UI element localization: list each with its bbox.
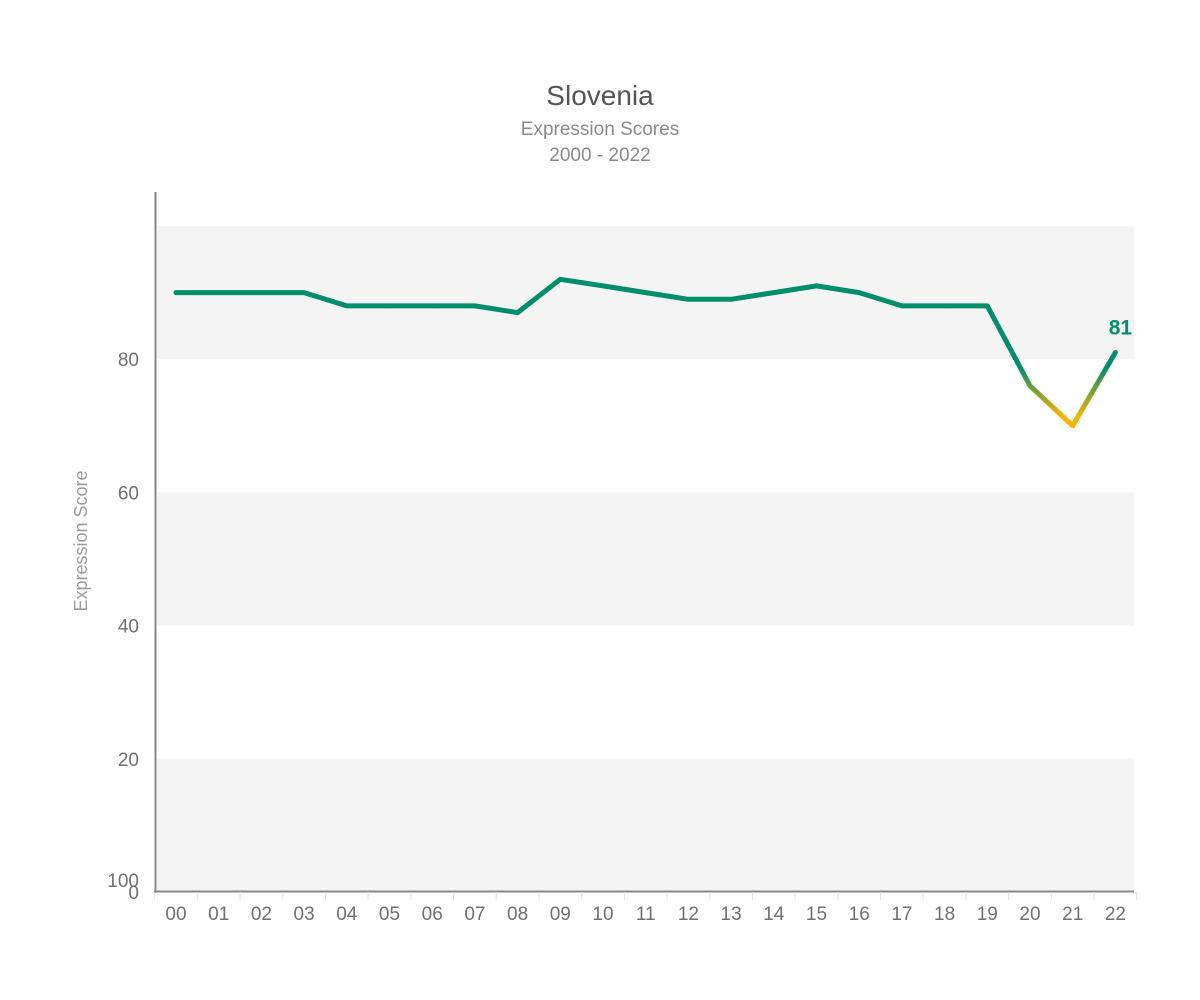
data-point-01 xyxy=(216,290,221,295)
data-point-21 xyxy=(1070,423,1075,428)
data-point-17 xyxy=(899,303,905,309)
data-point-15 xyxy=(814,283,819,289)
x-tick-label: 20 xyxy=(1019,904,1040,925)
chart-subtitle: Expression Scores xyxy=(520,119,680,140)
y-tick-label: 60 xyxy=(118,483,139,504)
x-tick-label: 09 xyxy=(550,904,571,925)
y-tick-label: 80 xyxy=(118,350,139,371)
y-tick-label: 0 xyxy=(128,883,139,904)
data-point-05 xyxy=(387,303,392,309)
data-point-18 xyxy=(942,303,947,309)
x-tick-label: 07 xyxy=(464,904,485,925)
series-layer xyxy=(173,276,1118,429)
data-point-11 xyxy=(643,290,648,295)
data-point-14 xyxy=(771,290,776,295)
x-tick-label: 00 xyxy=(165,904,186,925)
x-tick-label: 03 xyxy=(294,904,315,925)
x-tick-label: 18 xyxy=(934,904,955,925)
grid-band xyxy=(157,758,1134,892)
x-tick-label: 06 xyxy=(422,904,443,925)
y-tick-label: 20 xyxy=(118,750,139,771)
data-point-02 xyxy=(259,290,264,295)
x-tick-label: 21 xyxy=(1062,904,1083,925)
x-tick-label: 15 xyxy=(806,904,827,925)
chart-date-range: 2000 - 2022 xyxy=(549,145,651,166)
x-tick-label: 01 xyxy=(208,904,229,925)
data-point-04 xyxy=(344,303,349,309)
x-tick-label: 13 xyxy=(721,904,742,925)
x-tick-label: 10 xyxy=(592,904,613,925)
y-tick-label: 40 xyxy=(118,617,139,638)
y-axis-title: Expression Score xyxy=(71,470,91,611)
data-point-08 xyxy=(515,310,520,315)
grid-band xyxy=(157,492,1134,626)
data-point-00 xyxy=(173,290,179,295)
chart-title: Slovenia xyxy=(546,80,654,111)
x-tick-label: 17 xyxy=(891,904,912,925)
x-tick-label: 04 xyxy=(336,904,358,925)
data-point-22 xyxy=(1113,350,1118,355)
grid-bands xyxy=(157,226,1134,892)
data-point-10 xyxy=(600,283,606,289)
x-tick-label: 08 xyxy=(507,904,528,925)
x-tick-label: 11 xyxy=(636,904,656,925)
data-point-16 xyxy=(857,290,862,295)
data-point-03 xyxy=(301,290,307,295)
x-tick-label: 02 xyxy=(251,904,272,925)
data-point-12 xyxy=(686,297,691,302)
end-value-label: 81 xyxy=(1109,317,1133,340)
data-point-20 xyxy=(1027,383,1033,389)
data-point-13 xyxy=(728,297,734,302)
x-tick-label: 19 xyxy=(977,904,998,925)
x-tick-label: 12 xyxy=(678,904,699,925)
x-tick-label: 14 xyxy=(763,904,785,925)
x-tick-label: 16 xyxy=(849,904,870,925)
data-point-19 xyxy=(985,303,990,309)
data-point-07 xyxy=(472,303,478,309)
y-tick-label: 100 xyxy=(107,871,139,892)
axes xyxy=(154,192,1138,900)
data-point-06 xyxy=(430,303,435,309)
tick-labels: 0 20 40 60 80 100 00 01 02 03 04 05 06 07 08 09 10 11 12 13… xyxy=(107,350,1126,925)
data-point-09 xyxy=(558,277,563,282)
x-tick-label: 05 xyxy=(379,904,400,925)
x-tick-label: 22 xyxy=(1105,904,1126,925)
